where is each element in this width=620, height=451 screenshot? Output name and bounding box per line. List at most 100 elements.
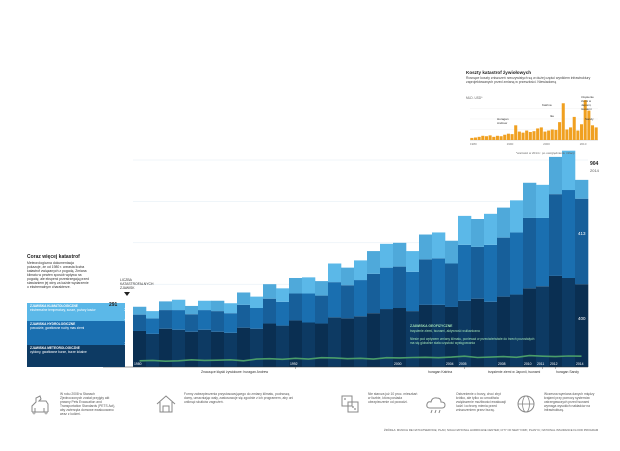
inset-title: Koszty katastrof żywiołowych [466,70,532,75]
bar-segment-hydrological-1981 [146,318,160,334]
bar-segment-climatological-1997 [354,260,368,281]
legend-hydrological-desc: powodzie, gwałtowne ruchy mas ziemi [30,325,85,330]
bar-segment-climatological-2013 [562,150,576,191]
footer-text-1: W roku 2008 w Stanach Zjednoczonych zost… [60,392,116,416]
bar-segment-hydrological-1983 [172,310,186,330]
bar-segment-climatological-2004 [445,240,459,264]
dice-icon [341,395,359,413]
bar-segment-meteorological-2000 [393,308,407,367]
year-label-2008: 2008 [498,362,506,366]
inset-bar-1980 [470,137,474,140]
bar-segment-hydrological-2007 [484,244,498,302]
geo-label-title: ZJAWISKA GEOFIZYCZNE [410,324,453,328]
bar-segment-hydrological-1998 [367,273,381,314]
inset-bar-2004 [558,122,562,140]
callout-label: LICZBA KATASTROFALNYCH ZJAWISK [120,278,154,290]
bar-segment-climatological-1984 [185,305,199,315]
bar-segment-meteorological-1984 [185,331,199,367]
bar-segment-hydrological-1991 [276,301,290,326]
bar-segment-meteorological-2009 [510,294,524,367]
bar-segment-hydrological-2013 [562,190,576,278]
inset-annotation-sandy: Sandy [585,117,594,121]
bar-segment-hydrological-1996 [341,285,355,319]
geo-label-desc3: ma się globalnie stała częstość występow… [410,341,475,345]
bar-segment-climatological-2000 [393,242,407,267]
trojan-horse-icon [31,395,49,415]
year-label-2005: 2005 [459,362,467,366]
bar-segment-meteorological-1981 [146,333,160,367]
event-label-andrew: Znaczące klęski żywiołowe: huragan Andre… [201,370,269,374]
bar-segment-hydrological-2009 [510,232,524,295]
inset-bar-2008 [572,116,576,140]
bar-segment-hydrological-2005 [458,244,472,301]
inset-subtitle: Rosnące koszty zniszczeń rzeczywistych s… [466,76,591,84]
bar-segment-climatological-1980 [133,306,147,315]
bar-segment-climatological-1998 [367,251,381,274]
bar-segment-climatological-2006 [471,218,485,247]
inset-bar-2001 [547,130,551,140]
bar-segment-hydrological-2014 [575,198,589,285]
bar-segment-climatological-1994 [315,281,329,296]
footer-text-4: Ostrzeżenie o burzy, choć zbyt krótko, a… [456,392,507,412]
bar-segment-climatological-1987 [224,303,238,314]
bar-segment-meteorological-2006 [471,298,485,367]
globe-icon [517,395,535,413]
inset-bar-2014 [594,127,598,140]
legend-climatological: ZJAWISKA KLIMATOLOGICZNE ekstremalne tem… [27,303,125,321]
bar-segment-hydrological-1988 [237,304,251,328]
bar-segment-meteorological-1991 [276,325,290,367]
bar-segment-climatological-2012 [549,156,563,195]
bar-segment-hydrological-1990 [263,298,277,324]
bar-segment-hydrological-2012 [549,194,563,276]
bar-segment-hydrological-2011 [536,217,550,287]
inset-annotation-japan: trzęsienie ziemi w Japonii, tsunami [581,95,594,111]
inset-bar-2007 [569,127,573,140]
legend-climatological-label: ZJAWISKA KLIMATOLOGICZNE [30,304,78,308]
bar-segment-climatological-1981 [146,311,160,319]
bar-segment-climatological-1985 [198,300,212,311]
inset-bar-1984 [484,136,488,140]
bar-segment-meteorological-1988 [237,327,251,367]
inset-bar-1996 [528,132,532,140]
bar-segment-meteorological-1980 [133,330,147,367]
bar-segment-meteorological-2011 [536,286,550,367]
end-meteorological: 400 [578,316,586,321]
bar-segment-meteorological-2007 [484,301,498,367]
inset-bar-1997 [532,131,536,140]
sidebar-title: Coraz więcej katastrof [27,254,80,260]
inset-bar-1993 [517,131,521,140]
bar-segment-meteorological-2008 [497,296,511,367]
inset-annotation-katrina: Katrina [542,103,552,107]
geo-label-desc2: Niesie pod wpływem zmiany klimatu, ponie… [410,337,535,341]
end-total: 904 [590,161,599,167]
bar-segment-meteorological-1990 [263,323,277,367]
bar-segment-climatological-1986 [211,300,225,312]
inset-bar-1982 [477,136,481,140]
bar-segment-hydrological-1992 [289,293,303,321]
bar-segment-climatological-2010 [523,182,537,218]
legend-climatological-desc: ekstremalne temperatury, susze, pożary l… [30,307,96,312]
bar-segment-hydrological-1984 [185,314,199,332]
sidebar-text: Meteorologiczna dokumentacja pokazuje, ż… [27,261,90,289]
bar-segment-climatological-2011 [536,184,550,218]
inset-bar-1995 [525,130,529,140]
bar-segment-climatological-1992 [289,277,303,294]
bar-segment-meteorological-1993 [302,322,316,367]
inset-bar-1990 [506,133,510,140]
inset-bar-1986 [492,136,496,140]
bar-segment-meteorological-1989 [250,328,264,367]
legend-meteorological-desc: cyklony, gwałtowne burze, burze lokalne [30,349,87,354]
end-climatological: 91 [578,168,584,173]
bar-segment-meteorological-2001 [406,311,420,367]
bar-segment-climatological-1983 [172,299,186,311]
year-label-2000: 2000 [394,362,402,366]
footer-text-2: Formy zabezpieczenia przystosowującego d… [184,392,294,404]
inset-bar-2010 [580,124,584,140]
bar-segment-meteorological-1996 [341,318,355,367]
inset-bar-2006 [565,129,569,140]
bar-segment-hydrological-1997 [354,280,368,317]
footer-text-3: Nie starcza już 10 proc. mieszkań w licz… [368,392,418,404]
bar-segment-meteorological-1985 [198,329,212,367]
bar-segment-hydrological-1999 [380,267,394,310]
